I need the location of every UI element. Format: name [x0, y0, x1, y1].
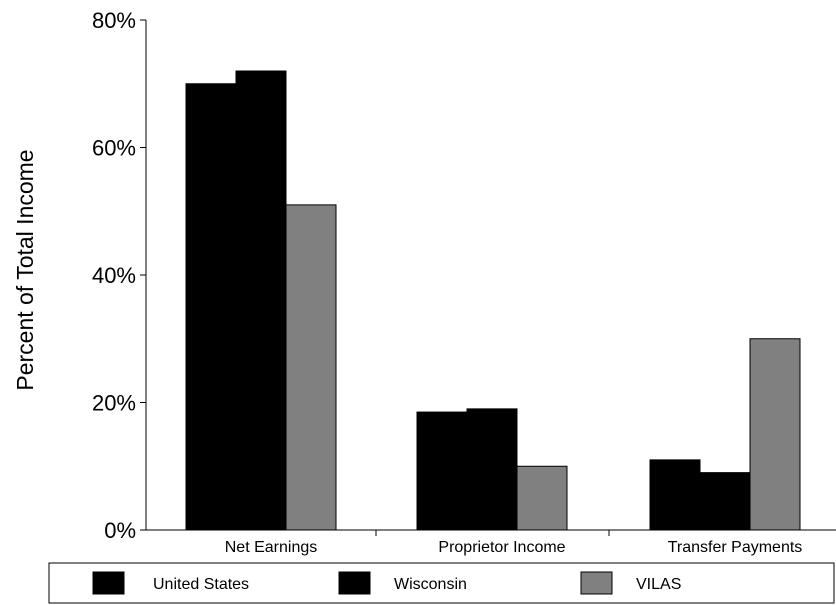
- legend: United States Wisconsin VILAS: [48, 562, 835, 604]
- legend-label: VILAS: [636, 576, 681, 593]
- category-label: Proprietor Income: [438, 539, 565, 556]
- legend-label: Wisconsin: [394, 576, 467, 593]
- bar-wisconsin: [235, 70, 287, 531]
- bar-vilas: [516, 465, 568, 531]
- bars: [185, 70, 801, 531]
- category-label: Net Earnings: [225, 539, 318, 556]
- legend-swatch: [580, 571, 613, 595]
- y-axis: 0% 20% 40% 60% 80%: [92, 8, 147, 543]
- y-tick-label: 60%: [92, 136, 136, 161]
- bar-wisconsin: [466, 408, 518, 531]
- legend-swatch: [92, 571, 125, 595]
- legend-label: United States: [153, 576, 249, 593]
- y-tick-label: 80%: [92, 8, 136, 33]
- bar-vilas: [749, 338, 801, 531]
- legend-swatch: [338, 571, 371, 595]
- legend-box: [48, 562, 835, 604]
- y-axis-label: Percent of Total Income: [12, 149, 38, 390]
- y-tick-label: 0%: [104, 518, 136, 543]
- y-tick-label: 20%: [92, 391, 136, 416]
- x-axis: [146, 529, 836, 536]
- category-labels: Net Earnings Proprietor Income Transfer Pa…: [225, 539, 803, 556]
- category-label: Transfer Payments: [668, 539, 803, 556]
- bar-united-states: [185, 83, 237, 531]
- bar-wisconsin: [699, 472, 751, 531]
- y-tick-label: 40%: [92, 263, 136, 288]
- bar-united-states: [649, 459, 701, 531]
- bar-united-states: [416, 411, 468, 531]
- bar-vilas: [285, 204, 337, 531]
